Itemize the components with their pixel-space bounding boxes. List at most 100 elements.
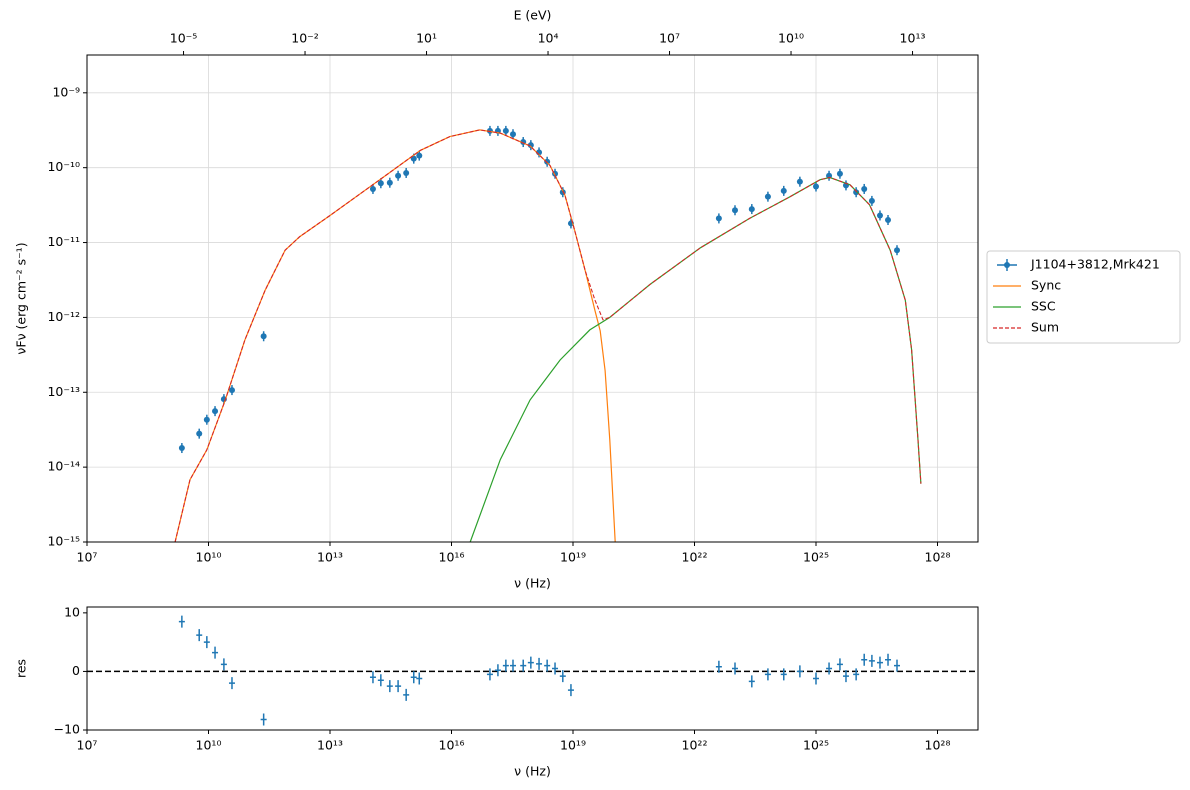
residual-point: [748, 675, 755, 688]
legend-label: Sync: [1031, 278, 1061, 293]
data-point: [369, 185, 376, 192]
data-point: [212, 408, 219, 415]
legend-label: SSC: [1031, 299, 1056, 314]
residual-point: [510, 659, 516, 672]
data-point: [509, 131, 516, 138]
residual-point: [715, 660, 722, 673]
residual-point: [567, 684, 574, 697]
residual-point: [544, 659, 551, 672]
x-tick-label: 10²²: [682, 738, 708, 753]
x-tick-label: 10¹⁶: [439, 550, 465, 565]
y-axis-label: res: [14, 659, 29, 678]
x-axis-label: ν (Hz): [514, 576, 551, 591]
residual-point: [836, 658, 843, 671]
x-tick-label: 10¹³: [317, 738, 343, 753]
residual-point: [494, 664, 501, 677]
residual-point: [796, 665, 803, 678]
data-point: [894, 247, 900, 254]
residual-point: [842, 670, 849, 683]
data-point: [836, 170, 843, 177]
legend-swatch: [1004, 262, 1010, 268]
axes-frame: [86, 606, 979, 731]
y-axis-label: νFν (erg cm⁻² s⁻¹): [14, 242, 29, 354]
x2-axis-label: E (eV): [514, 8, 552, 23]
residual-point: [876, 656, 883, 669]
x-axis-label: ν (Hz): [514, 764, 551, 779]
data-point: [502, 127, 509, 134]
x-tick-label: 10¹⁰: [196, 738, 222, 753]
residual-point: [386, 680, 393, 693]
data-point: [796, 178, 803, 185]
data-point: [868, 197, 875, 204]
residual-point: [228, 677, 235, 690]
residual-point: [868, 654, 875, 667]
data-point: [260, 333, 267, 340]
data-point: [748, 206, 755, 213]
y-tick-label: 10⁻⁹: [52, 84, 80, 99]
x2-tick-label: 10¹: [416, 31, 437, 46]
legend-label: J1104+3812,Mrk421: [1030, 257, 1160, 272]
data-point: [732, 207, 738, 214]
data-point: [403, 169, 410, 176]
x-tick-label: 10²⁸: [925, 550, 951, 565]
data-point: [395, 172, 402, 179]
residual-point: [486, 668, 493, 681]
residual-point: [885, 653, 892, 666]
data-point: [527, 142, 534, 149]
plot-area: [174, 125, 922, 542]
residual-point: [536, 657, 543, 670]
residual-point: [212, 646, 219, 659]
residual-point: [395, 680, 402, 693]
data-point: [377, 180, 384, 187]
data-point: [876, 212, 883, 219]
x-tick-label: 10¹⁹: [560, 738, 586, 753]
residual-point: [220, 658, 227, 671]
data-point: [853, 189, 860, 196]
residual-point: [502, 659, 509, 672]
model-curve: [469, 176, 922, 542]
data-point: [410, 155, 417, 162]
residual-point: [527, 656, 534, 669]
residual-point: [894, 659, 900, 672]
y-tick-label: 10⁻¹⁰: [47, 159, 80, 174]
y-tick-label: 10⁻¹³: [47, 384, 80, 399]
residual-point: [520, 659, 527, 672]
axes-frame: [86, 54, 979, 543]
residual-point: [403, 688, 410, 701]
y-tick-label: 10: [64, 604, 80, 619]
y-tick-label: 0: [72, 663, 80, 678]
y-tick-label: 10⁻¹²: [47, 309, 80, 324]
plot-area: [87, 615, 978, 726]
data-point: [203, 416, 210, 423]
model-curve: [174, 129, 922, 542]
data-point: [885, 217, 892, 224]
x-tick-label: 10⁷: [77, 550, 98, 565]
residual-point: [764, 668, 771, 681]
residual-point: [377, 674, 384, 687]
residual-point: [196, 629, 203, 642]
x-tick-label: 10¹⁶: [439, 738, 465, 753]
data-point: [764, 193, 771, 200]
residual-point: [780, 668, 787, 681]
data-point: [780, 187, 787, 194]
residual-point: [853, 668, 860, 681]
x2-tick-label: 10⁻²: [291, 31, 319, 46]
y-tick-label: 10⁻¹⁴: [47, 459, 80, 474]
x-tick-label: 10²⁸: [925, 738, 951, 753]
x2-tick-label: 10⁷: [659, 31, 680, 46]
data-point: [715, 215, 722, 222]
data-point: [861, 185, 868, 192]
x2-tick-label: 10⁴: [538, 31, 559, 46]
residual-point: [203, 636, 210, 649]
residual-point: [826, 662, 833, 675]
x-tick-label: 10¹³: [317, 550, 343, 565]
data-point: [544, 158, 551, 165]
data-point: [416, 152, 423, 159]
data-point: [178, 445, 185, 452]
x-tick-label: 10²⁵: [803, 738, 829, 753]
residual-point: [178, 615, 185, 628]
residual-point: [559, 670, 566, 683]
data-point: [228, 387, 235, 394]
